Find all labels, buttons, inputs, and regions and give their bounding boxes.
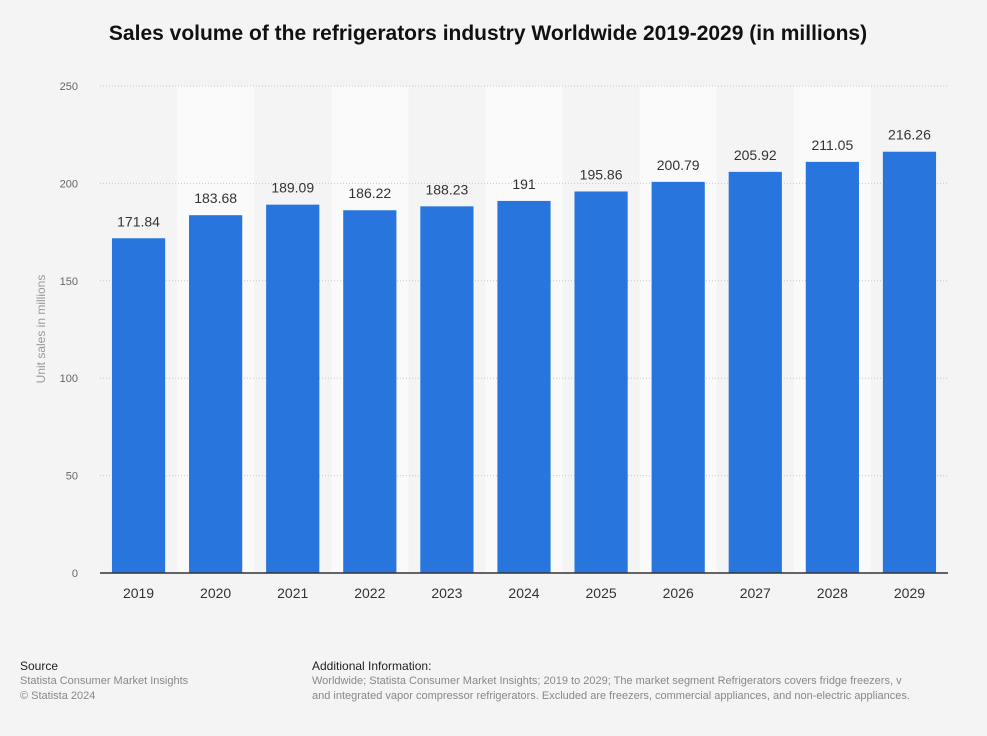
y-tick-label: 200 <box>60 178 78 190</box>
y-tick-label: 250 <box>60 81 78 93</box>
data-label: 188.23 <box>425 181 468 197</box>
source-heading: Source <box>20 659 59 673</box>
x-tick-label: 2023 <box>431 585 462 601</box>
chart-title: Sales volume of the refrigerators indust… <box>108 22 868 45</box>
source-line[interactable]: Statista Consumer Market Insights <box>20 675 189 687</box>
y-tick-label: 100 <box>60 373 78 385</box>
bar <box>651 181 705 573</box>
data-label: 211.05 <box>811 137 853 153</box>
bar <box>111 238 166 573</box>
x-tick-label: 2022 <box>354 585 385 601</box>
y-axis-ticks: 0 50 100 150 200 250 <box>60 81 78 580</box>
bar <box>343 210 397 573</box>
additional-info-line: and integrated vapor compressor refriger… <box>312 690 910 702</box>
x-tick-label: 2027 <box>740 585 771 601</box>
data-label: 186.22 <box>348 185 391 201</box>
data-label: 189.09 <box>271 180 314 196</box>
x-tick-label: 2025 <box>586 585 617 601</box>
bar-chart: 0 50 100 150 200 250 171.84 183.68 189.09 186.22… <box>34 81 948 601</box>
bar <box>882 151 937 573</box>
data-label: 205.92 <box>734 147 777 163</box>
x-tick-label: 2028 <box>817 585 848 601</box>
bar <box>805 161 859 573</box>
bar <box>420 206 474 574</box>
source-block: Source Statista Consumer Market Insights… <box>20 658 188 704</box>
additional-info-block: Additional Information: Worldwide; Stati… <box>312 658 987 704</box>
x-axis-categories: 2019 2020 2021 2022 2023 2024 2025 2026 2027 2028… <box>123 585 925 601</box>
data-label: 216.26 <box>888 127 931 143</box>
y-axis-title: Unit sales in millions <box>34 275 48 384</box>
x-tick-label: 2019 <box>123 585 154 601</box>
additional-info-line: Worldwide; Statista Consumer Market Insi… <box>312 675 902 687</box>
data-label: 183.68 <box>194 190 237 206</box>
bar <box>497 200 551 573</box>
data-labels: 171.84 183.68 189.09 186.22 188.23 191 195.86 2… <box>117 127 931 230</box>
data-label: 195.86 <box>580 166 623 182</box>
y-tick-label: 50 <box>66 471 78 483</box>
data-label: 171.84 <box>117 213 160 229</box>
y-tick-label: 0 <box>72 568 78 580</box>
bar <box>728 171 782 573</box>
data-label: 200.79 <box>657 157 700 173</box>
y-tick-label: 150 <box>60 276 78 288</box>
copyright-line: © Statista 2024 <box>20 690 96 702</box>
x-tick-label: 2024 <box>508 585 539 601</box>
bar <box>189 215 243 574</box>
bar <box>574 191 628 573</box>
additional-info-heading: Additional Information: <box>312 659 432 673</box>
x-tick-label: 2026 <box>663 585 694 601</box>
bar <box>266 204 320 573</box>
x-tick-label: 2021 <box>277 585 308 601</box>
x-tick-label: 2029 <box>894 585 925 601</box>
x-tick-label: 2020 <box>200 585 231 601</box>
data-label: 191 <box>512 176 536 192</box>
bars <box>111 151 937 574</box>
